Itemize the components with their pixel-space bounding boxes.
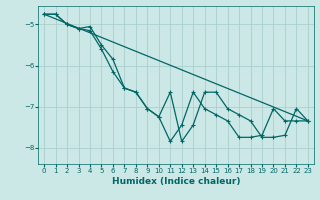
X-axis label: Humidex (Indice chaleur): Humidex (Indice chaleur): [112, 177, 240, 186]
